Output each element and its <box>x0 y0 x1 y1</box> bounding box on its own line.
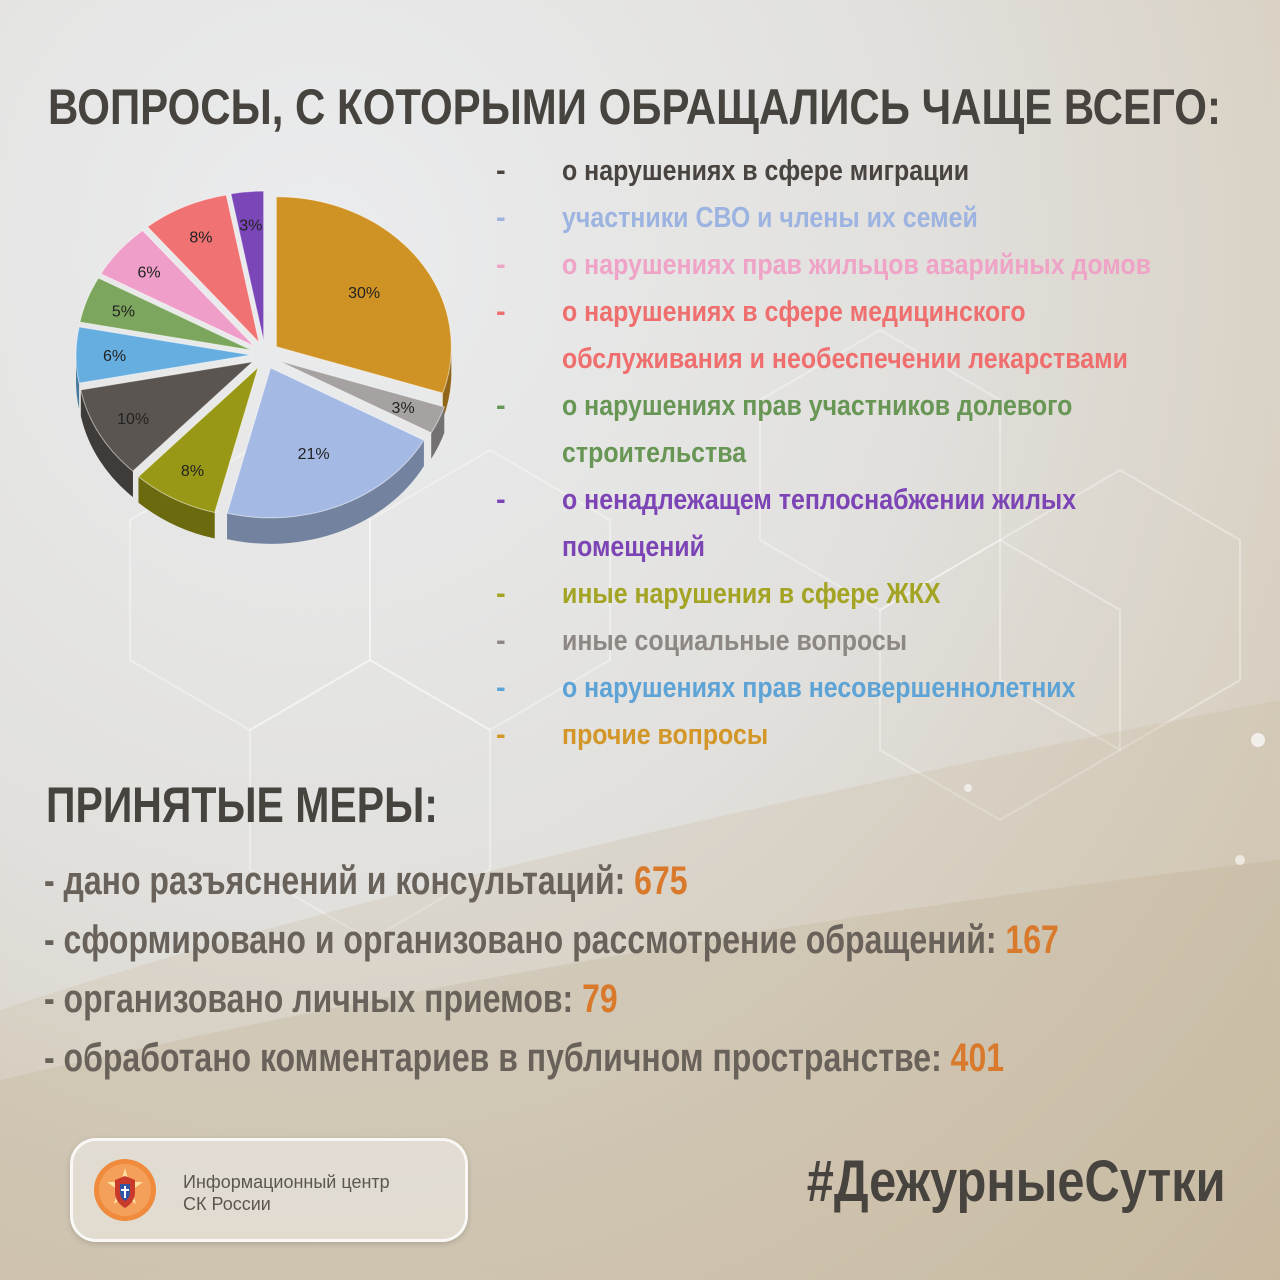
legend-label: прочие вопросы <box>562 719 769 751</box>
logo-card: Информационный центр СК России <box>70 1138 468 1242</box>
pie-data-label: 3% <box>239 218 262 235</box>
legend-item: - иные социальные вопросы <box>490 618 1270 665</box>
measure-value: 79 <box>582 977 618 1021</box>
sk-russia-emblem-icon <box>94 1159 156 1221</box>
measure-text: - дано разъяснений и консультаций: <box>44 859 635 903</box>
pie-slice <box>277 360 445 434</box>
pie-slice <box>146 194 260 344</box>
measure-value: 167 <box>1005 918 1059 962</box>
legend-label: о нарушениях прав участников долевого ст… <box>562 390 1073 469</box>
legend-item: - прочие вопросы <box>490 712 1270 759</box>
pie-slice <box>275 196 452 394</box>
measure-item: - обработано комментариев в публичном пр… <box>44 1029 1036 1088</box>
pie-data-label: 10% <box>117 411 149 428</box>
measures-title: ПРИНЯТЫЕ МЕРЫ: <box>46 777 438 833</box>
measure-item: - организовано личных приемов: 79 <box>44 970 1036 1029</box>
pie-data-label: 6% <box>137 264 160 281</box>
pie-slice-side <box>80 389 133 498</box>
legend-dash: - <box>496 578 506 610</box>
legend-dash: - <box>496 719 506 751</box>
legend-dash: - <box>496 202 506 234</box>
legend-label: о нарушениях прав жильцов аварийных домо… <box>562 249 1151 281</box>
logo-line-2: СК России <box>183 1194 271 1214</box>
measure-value: 401 <box>950 1036 1005 1080</box>
measure-value: 675 <box>634 859 688 903</box>
legend-item: - участники СВО и члены их семей <box>490 195 1270 242</box>
pie-slice <box>137 365 260 514</box>
pie-data-label: 30% <box>348 285 380 302</box>
pie-slice <box>79 277 253 351</box>
pie-slice <box>75 326 252 384</box>
legend-dash: - <box>496 155 506 187</box>
legend-item: - о нарушениях прав жильцов аварийных дом… <box>490 242 1270 289</box>
legend-label: о нарушениях в сфере миграции <box>562 155 970 187</box>
measure-item: - сформировано и организовано рассмотрен… <box>44 911 1059 970</box>
legend-item: - о нарушениях в сфере миграции <box>490 148 1270 195</box>
pie-slice-side <box>76 355 80 410</box>
pie-data-label: 21% <box>298 446 330 463</box>
legend-dash: - <box>496 672 506 704</box>
pie-data-label: 5% <box>112 304 135 321</box>
pie-chart: 30% 3% 21% 8% 10% 6% 5% 6% 8% 3% <box>75 190 452 544</box>
legend-label: о ненадлежащем теплоснабжении жилых поме… <box>562 484 1077 563</box>
legend-dash: - <box>496 390 506 422</box>
pie-data-label: 8% <box>181 463 204 480</box>
legend-dash: - <box>496 249 506 281</box>
measure-item: - дано разъяснений и консультаций: 675 <box>44 852 1036 911</box>
measures-list: - дано разъяснений и консультаций: 675- … <box>44 852 1280 1088</box>
legend-item: - о нарушениях прав участников долевого с… <box>490 383 1270 477</box>
measure-text: - обработано комментариев в публичном пр… <box>44 1036 951 1080</box>
legend-item: - о нарушениях прав несовершеннолетних <box>490 665 1270 712</box>
pie-slice-side <box>138 476 215 539</box>
pie-slice <box>80 360 255 472</box>
chart-legend: - о нарушениях в сфере миграции - участники… <box>490 148 1270 759</box>
pie-data-label: 6% <box>103 348 126 365</box>
legend-item: - о нарушениях в сфере медицинского обслу… <box>490 289 1270 383</box>
pie-data-label: 8% <box>189 229 212 246</box>
pie-slice <box>226 367 425 519</box>
pie-slice-side <box>431 406 445 459</box>
legend-item: - о ненадлежащем теплоснабжении жилых пом… <box>490 477 1270 571</box>
measure-text: - сформировано и организовано рассмотрен… <box>44 918 1006 962</box>
legend-label: участники СВО и члены их семей <box>562 202 978 234</box>
legend-dash: - <box>496 625 506 657</box>
logo-line-1: Информационный центр <box>183 1172 390 1192</box>
pie-slice-side <box>442 346 452 420</box>
logo-text: Информационный центр СК России <box>183 1171 390 1215</box>
legend-label: о нарушениях в сфере медицинского обслуж… <box>562 296 1128 375</box>
pie-data-label: 3% <box>392 400 415 417</box>
pie-slice <box>100 229 255 347</box>
legend-dash: - <box>496 484 506 516</box>
legend-label: иные нарушения в сфере ЖКХ <box>562 578 941 610</box>
legend-dash: - <box>496 296 506 328</box>
pie-slice <box>230 190 265 342</box>
legend-label: иные социальные вопросы <box>562 625 908 657</box>
measure-text: - организовано личных приемов: <box>44 977 583 1021</box>
legend-item: - иные нарушения в сфере ЖКХ <box>490 571 1270 618</box>
hashtag: #ДежурныеСутки <box>807 1149 1226 1214</box>
legend-label: о нарушениях прав несовершеннолетних <box>562 672 1076 704</box>
page-title: ВОПРОСЫ, С КОТОРЫМИ ОБРАЩАЛИСЬ ЧАЩЕ ВСЕГ… <box>48 79 1221 135</box>
